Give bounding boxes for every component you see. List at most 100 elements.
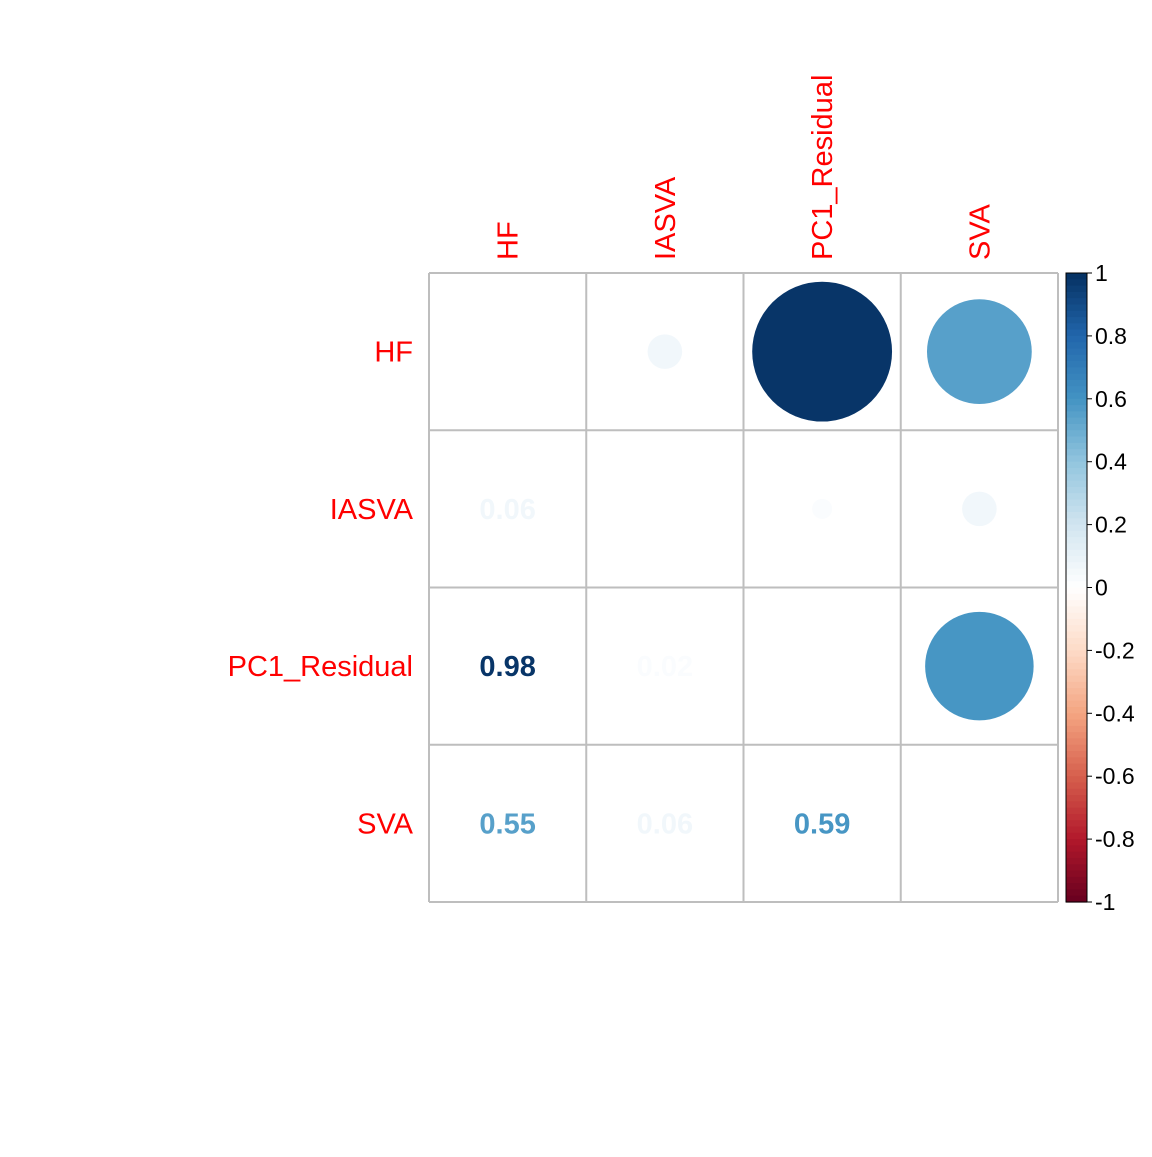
colorbar-tick-label-4: 0.2 (1095, 512, 1127, 538)
colorbar-segment-28 (1066, 449, 1087, 457)
corr-circle-PC1_Residual-SVA (925, 611, 1034, 721)
colorbar-segment-50 (1066, 587, 1087, 595)
colorbar-segment-90 (1066, 839, 1087, 846)
colorbar-segment-99 (1066, 895, 1087, 903)
colorbar-segment-54 (1066, 612, 1087, 620)
colorbar-tick-label-0: 1 (1095, 260, 1108, 286)
colorbar-segment-97 (1066, 883, 1087, 891)
colorbar-tick-label-5: 0 (1095, 575, 1108, 601)
colorbar-segment-41 (1066, 530, 1087, 538)
colorbar-segment-84 (1066, 801, 1087, 809)
colorbar-segment-31 (1066, 467, 1087, 475)
colorbar-segment-88 (1066, 826, 1087, 834)
colorbar-segment-93 (1066, 857, 1087, 865)
colorbar-segment-2 (1066, 285, 1087, 293)
colorbar-segment-51 (1066, 593, 1087, 601)
colorbar-segment-24 (1066, 423, 1087, 431)
colorbar-segment-87 (1066, 820, 1087, 828)
colorbar-segment-56 (1066, 625, 1087, 633)
colorbar-segment-65 (1066, 681, 1087, 689)
colorbar-segment-11 (1066, 342, 1087, 350)
colorbar-segment-60 (1066, 650, 1087, 658)
colorbar-segment-59 (1066, 644, 1087, 651)
colorbar-segment-35 (1066, 493, 1087, 501)
corr-value-PC1_Residual-IASVA: 0.02 (637, 651, 693, 683)
colorbar-segment-20 (1066, 398, 1087, 406)
colorbar-segment-22 (1066, 411, 1087, 419)
colorbar-segment-44 (1066, 549, 1087, 557)
colorbar-segment-61 (1066, 656, 1087, 664)
colorbar-segment-49 (1066, 581, 1087, 589)
colorbar-tick-label-10: -1 (1095, 889, 1115, 915)
colorbar-segment-30 (1066, 461, 1087, 469)
corr-circle-HF-SVA (926, 299, 1032, 405)
colorbar-segment-18 (1066, 386, 1087, 394)
colorbar-segment-9 (1066, 329, 1087, 337)
colorbar-segment-14 (1066, 361, 1087, 368)
colorbar-tick-label-6: -0.2 (1095, 637, 1135, 663)
colorbar-segment-15 (1066, 367, 1087, 375)
colorbar-segment-89 (1066, 832, 1087, 840)
colorbar-segment-67 (1066, 694, 1087, 702)
colorbar-segment-71 (1066, 719, 1087, 727)
colorbar-segment-10 (1066, 335, 1087, 343)
corr-value-IASVA-HF: 0.06 (479, 494, 535, 526)
colorbar-segment-37 (1066, 505, 1087, 513)
corr-circle-HF-PC1_Residual (752, 281, 893, 422)
colorbar-segment-1 (1066, 279, 1087, 287)
corr-value-SVA-IASVA: 0.06 (637, 808, 693, 840)
colorbar-segment-0 (1066, 273, 1087, 280)
colorbar-segment-13 (1066, 354, 1087, 362)
colorbar-segment-23 (1066, 417, 1087, 425)
colorbar-segment-74 (1066, 738, 1087, 746)
colorbar-segment-33 (1066, 480, 1087, 488)
colorbar-segment-76 (1066, 751, 1087, 758)
colorbar-segment-43 (1066, 543, 1087, 551)
corr-value-SVA-HF: 0.55 (479, 808, 535, 840)
corr-circle-IASVA-PC1_Residual (812, 498, 833, 519)
colorbar-segment-66 (1066, 688, 1087, 696)
colorbar-segment-68 (1066, 700, 1087, 708)
colorbar-segment-34 (1066, 486, 1087, 494)
colorbar-tick-label-7: -0.4 (1095, 700, 1135, 726)
colorbar-segment-42 (1066, 537, 1087, 545)
colorbar-segment-40 (1066, 524, 1087, 532)
colorbar-segment-79 (1066, 769, 1087, 777)
corr-circle-HF-IASVA (647, 334, 683, 369)
colorbar-tick-label-8: -0.6 (1095, 763, 1135, 789)
corr-circle-IASVA-SVA (962, 491, 997, 527)
colorbar-segment-92 (1066, 851, 1087, 859)
colorbar-segment-81 (1066, 782, 1087, 790)
colorbar-segment-3 (1066, 291, 1087, 299)
colorbar-tick-label-1: 0.8 (1095, 323, 1127, 349)
row-label-PC1_Residual: PC1_Residual (228, 651, 413, 683)
row-label-HF: HF (374, 337, 413, 369)
col-label-SVA: SVA (964, 203, 996, 260)
colorbar-tick-label-9: -0.8 (1095, 826, 1135, 852)
colorbar-segment-7 (1066, 317, 1087, 324)
corr-value-SVA-PC1_Residual: 0.59 (794, 808, 850, 840)
row-label-IASVA: IASVA (330, 494, 414, 526)
colorbar-segment-47 (1066, 568, 1087, 576)
colorbar-segment-5 (1066, 304, 1087, 312)
colorbar-segment-78 (1066, 763, 1087, 771)
colorbar-segment-91 (1066, 845, 1087, 853)
colorbar-segment-17 (1066, 379, 1087, 387)
colorbar-segment-72 (1066, 725, 1087, 733)
colorbar-segment-86 (1066, 813, 1087, 821)
colorbar-segment-6 (1066, 310, 1087, 318)
colorbar-segment-77 (1066, 757, 1087, 765)
colorbar-segment-19 (1066, 392, 1087, 400)
colorbar-segment-95 (1066, 870, 1087, 878)
col-label-PC1_Residual: PC1_Residual (807, 75, 839, 260)
colorbar-segment-25 (1066, 430, 1087, 438)
colorbar-segment-38 (1066, 512, 1087, 519)
row-label-SVA: SVA (357, 808, 414, 840)
colorbar-segment-16 (1066, 373, 1087, 381)
colorbar-segment-64 (1066, 675, 1087, 683)
colorbar-segment-36 (1066, 499, 1087, 507)
colorbar-segment-39 (1066, 518, 1087, 526)
colorbar-segment-75 (1066, 744, 1087, 752)
